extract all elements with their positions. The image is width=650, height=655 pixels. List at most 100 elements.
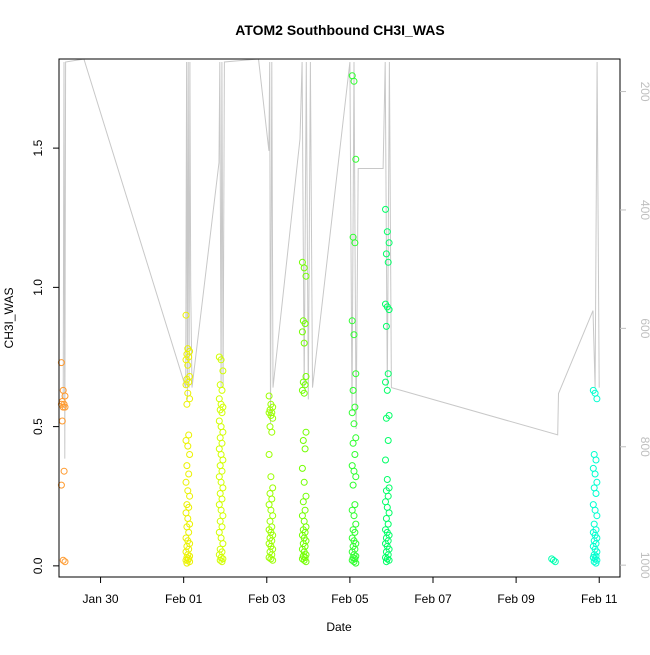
data-point xyxy=(182,311,190,319)
data-point xyxy=(184,361,192,369)
data-point xyxy=(302,492,310,500)
data-point xyxy=(183,462,191,470)
data-point xyxy=(351,451,359,458)
data-point xyxy=(350,558,358,566)
y-axis: 0.0 0.5 1.0 1.5 xyxy=(31,139,59,574)
data-point xyxy=(217,478,225,486)
y2-tick-label: 800 xyxy=(638,437,650,457)
data-point xyxy=(382,378,389,386)
data-point xyxy=(590,520,598,528)
data-point xyxy=(349,481,357,489)
data-point xyxy=(589,501,597,509)
data-points-layer xyxy=(57,72,601,567)
data-point xyxy=(182,437,190,444)
data-point xyxy=(348,317,356,325)
data-point xyxy=(182,478,190,486)
x-axis-label: Date xyxy=(326,620,352,634)
data-point xyxy=(218,386,226,394)
data-point xyxy=(216,517,224,525)
data-point xyxy=(383,476,391,483)
data-point xyxy=(382,558,390,566)
data-point xyxy=(219,367,227,375)
data-point xyxy=(592,490,600,497)
data-point xyxy=(352,473,360,481)
data-point xyxy=(219,484,227,492)
data-point xyxy=(300,556,308,564)
data-point xyxy=(186,451,194,458)
data-point xyxy=(265,451,273,458)
data-point xyxy=(301,381,309,389)
data-point xyxy=(266,517,274,525)
data-point xyxy=(301,445,309,453)
data-point xyxy=(350,420,358,428)
data-point xyxy=(593,395,601,403)
data-point xyxy=(349,439,357,447)
data-point xyxy=(269,556,277,564)
data-point xyxy=(348,462,356,470)
data-point xyxy=(382,205,389,213)
data-point xyxy=(352,155,360,163)
data-point xyxy=(182,509,190,517)
data-point xyxy=(265,501,273,509)
plot-frame xyxy=(58,58,621,578)
data-point xyxy=(302,272,310,280)
data-point xyxy=(268,495,276,503)
data-point xyxy=(590,484,598,492)
data-point xyxy=(384,437,392,444)
y-axis-label: CH3I_WAS xyxy=(2,288,16,349)
data-point xyxy=(215,445,223,453)
data-point xyxy=(218,523,226,531)
data-point xyxy=(298,512,306,520)
y2-tick-label: 400 xyxy=(638,200,650,220)
y2-tick-label: 1000 xyxy=(638,552,650,579)
data-point xyxy=(61,392,69,400)
data-point xyxy=(348,409,356,417)
y2-tick-label: 600 xyxy=(638,318,650,338)
data-point xyxy=(300,478,308,486)
data-point xyxy=(385,306,393,314)
y-tick-label: 0.0 xyxy=(31,557,45,574)
data-point xyxy=(216,556,224,564)
data-point xyxy=(350,77,358,85)
data-point xyxy=(352,434,360,442)
data-point xyxy=(183,400,191,408)
data-point xyxy=(60,467,68,475)
y2-tick-label: 200 xyxy=(638,82,650,102)
data-point xyxy=(215,501,223,509)
data-point xyxy=(384,492,392,500)
data-point xyxy=(218,558,226,566)
data-point xyxy=(351,403,359,411)
data-point xyxy=(350,512,358,520)
data-point xyxy=(593,478,601,486)
secondary-y-axis: 200 400 600 800 1000 xyxy=(620,82,650,579)
data-point xyxy=(300,264,308,272)
data-point xyxy=(351,239,359,247)
data-point xyxy=(219,456,227,464)
data-point xyxy=(351,501,359,509)
data-point xyxy=(61,558,69,566)
data-point xyxy=(349,386,357,394)
data-point xyxy=(182,381,190,389)
data-point xyxy=(592,559,600,567)
data-point xyxy=(593,512,601,520)
data-point xyxy=(382,414,390,422)
pressure-line xyxy=(62,59,600,459)
data-point xyxy=(384,520,392,528)
data-point xyxy=(268,428,276,436)
data-point xyxy=(185,503,193,511)
x-tick-label: Feb 07 xyxy=(414,592,452,606)
data-point xyxy=(186,395,194,403)
data-point xyxy=(299,437,307,444)
data-point xyxy=(592,456,600,464)
data-point xyxy=(217,356,225,364)
data-point xyxy=(382,322,390,330)
data-point xyxy=(301,506,309,514)
data-point xyxy=(382,250,390,258)
x-tick-label: Feb 05 xyxy=(331,592,369,606)
data-point xyxy=(217,423,225,431)
data-point xyxy=(265,392,273,400)
data-point xyxy=(382,498,389,506)
data-point xyxy=(385,239,393,247)
data-point xyxy=(302,558,310,566)
